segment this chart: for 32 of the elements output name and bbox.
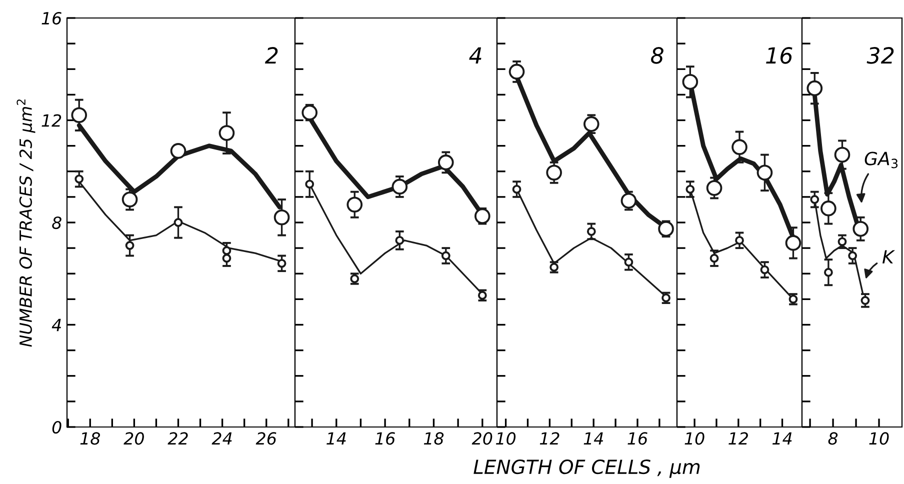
y-tick-label: 12 [42,114,62,127]
x-tick-label: 14 [326,432,346,445]
x-axis-title: LENGTH OF CELLS , μm [474,459,700,478]
y-axis-title: NUMBER OF TRACES / 25 μm$^{2}$ [16,99,36,347]
x-tick-label: 14 [772,432,792,445]
annotation: GA$_{3}$ [864,152,898,168]
x-tick-label: 20 [124,432,144,445]
y-tick-label: 16 [42,12,62,25]
text: 4 [469,47,482,64]
x-tick-label: 18 [80,432,100,445]
x-tick-label: 16 [375,432,395,445]
text: 16 [766,47,792,64]
x-tick-label: 12 [540,432,560,445]
x-tick-label: 14 [584,432,603,445]
x-tick-label: 18 [424,432,444,445]
x-tick-label: 10 [869,432,889,445]
x-tick-label: 10 [496,432,516,445]
text: 8 [651,47,664,64]
x-tick-label: 24 [212,432,232,445]
text: 32 [866,47,894,64]
x-tick-label: 12 [728,432,748,445]
x-tick-label: 16 [628,432,648,445]
y-tick-label: 4 [52,318,61,332]
y-tick-label: 0 [52,420,62,434]
x-tick-label: 20 [472,432,492,445]
annotation: K [882,250,896,264]
x-tick-label: 26 [256,432,276,445]
x-tick-label: 8 [828,432,838,445]
text: 2 [264,47,278,64]
y-tick-label: 8 [52,216,62,230]
x-tick-label: 10 [684,432,704,445]
x-tick-label: 22 [168,432,188,445]
